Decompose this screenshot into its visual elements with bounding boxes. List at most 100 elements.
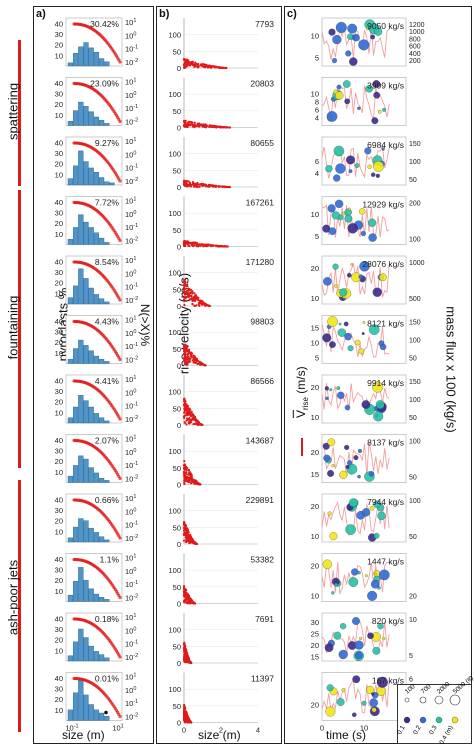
panel-a-y2tick-exponent: -2 [133,594,138,600]
panel-c-bubble [367,164,372,169]
panel-b-scatter-point [201,62,205,66]
panel-a-percent-label: 4.43% [95,317,120,327]
panel-c-bubble [358,39,370,51]
panel-b-ytick-label: 50 [173,285,181,294]
panel-b-ytick-label: 0 [177,183,181,192]
panel-a-cumulative-point [118,476,122,481]
panel-a-y2tick-label: 100 [125,686,136,695]
panel-b-scatter-point [183,280,186,283]
panel-a-hist-bar [98,177,105,186]
panel-b-ytick-label: 100 [168,566,181,575]
panel-c-flux-label: 9050 kg/s [367,21,404,31]
panel-a-y2tick-label: 10-2 [125,475,138,484]
panel-b-scatter-point [183,293,187,296]
panel-a-frame [33,6,154,744]
panel-c-bubble [373,411,384,422]
panel-a-y2tick-label: 100 [125,91,136,100]
panel-a-hist-bar [93,472,100,483]
panel-b-scatter-point [195,124,198,128]
panel-c-bubble [343,321,349,327]
panel-a-y2tick-label: 10-1 [125,640,138,649]
panel-b-scatter-point [183,600,186,603]
panel-a-y2tick-label: 100 [125,507,136,516]
panel-a-hist-bar [93,232,100,245]
panel-c-bubble [371,117,379,125]
panel-c-bubble [339,623,347,630]
panel-c-bubble [361,332,365,336]
panel-b-scatter-point [210,244,213,247]
panel-a-hist-bar [83,400,89,424]
panel-a-ytick-label: 10 [55,527,63,536]
panel-c-bubble [341,687,346,692]
panel-b-scatter-point [185,654,188,657]
panel-c-ytick-label: 10 [311,339,319,348]
panel-b-scatter-point [221,125,224,129]
panel-a-percent-label: 23.09% [90,79,119,89]
panel-c-bubble [332,34,342,45]
panel-a-ytick-label: 30 [55,447,63,456]
panel-a-xtick-exponent: -1 [74,724,79,730]
panel-c-bubble [333,631,342,640]
panel-b-scatter-point [190,295,193,298]
panel-b-scatter-point [189,357,192,360]
panel-b-scatter-point [184,358,188,361]
panel-c-bubble [371,692,375,696]
panel-b-scatter-point [185,240,188,244]
panel-b-scatter-point [198,243,201,246]
panel-a-y2tick-label: 10-2 [125,237,138,246]
panel-b-scatter-point [197,122,200,125]
panel-b-scatter-point [207,183,210,187]
panel-b-scatter-point [204,123,207,127]
panel-b-scatter-point [210,125,213,128]
panel-a-hist-bar [83,579,89,602]
panel-a-hist-bar [78,46,84,67]
panel-a-cumulative-point [118,536,122,540]
panel-b-scatter-point [189,533,192,537]
panel-c-bubble [337,328,347,337]
panel-a-y2tick-exponent: 0 [133,91,136,97]
panel-c-bubble [335,163,346,174]
panel-a-y2tick-exponent: -2 [133,415,138,421]
panel-b-scatter-point [184,58,188,61]
panel-a-y2tick-exponent: 0 [133,686,136,692]
panel-c-bubble [326,111,338,122]
panel-b-scatter-point [193,244,196,247]
panel-a-hist-bar [88,704,94,721]
panel-b-scatter-point [223,185,226,188]
panel-a-ytick-label: 30 [55,566,63,575]
panel-c-ytick-label: 20 [311,502,319,511]
panel-b-scatter-point [184,421,187,424]
panel-a-y2tick-label: 101 [125,613,136,622]
panel-a-cumulative-point [118,714,122,719]
panel-c-bubble [344,404,351,411]
panel-b-scatter-point [184,120,187,123]
panel-b-scatter-point [184,296,187,300]
panel-b-scatter-point [182,286,186,289]
panel-a-y2tick-exponent: -1 [133,342,138,348]
panel-b-ytick-label: 0 [177,540,181,549]
panel-b-scatter-point [187,242,190,245]
panel-a-ytick-label: 20 [55,398,63,407]
panel-b-ytick-label: 100 [168,626,181,635]
panel-a-ytick-label: 20 [55,636,63,645]
panel-c-bubble [368,218,377,227]
panel-a-hist-bar [98,417,105,424]
panel-b-scatter-point [183,715,186,718]
panel-b-scatter-point [192,354,195,357]
panel-a-percent-label: 30.42% [90,19,119,29]
panel-c-y2tick-label: 5 [409,653,413,660]
panel-c-flux-label: 12929 kg/s [362,200,404,210]
panel-b-scatter-point [186,721,189,724]
panel-a-y2tick-exponent: 1 [133,78,136,84]
panel-c-bubble [372,646,381,655]
panel-c-bubble [336,386,341,390]
panel-b-scatter-point [183,655,186,658]
panel-b-scatter-point [214,184,217,188]
panel-c-bubble [354,339,361,346]
panel-c-bubble [373,160,384,172]
panel-b-scatter-point [183,721,187,724]
panel-a-hist-bar [67,475,74,483]
panel-c-bubble [364,574,368,578]
